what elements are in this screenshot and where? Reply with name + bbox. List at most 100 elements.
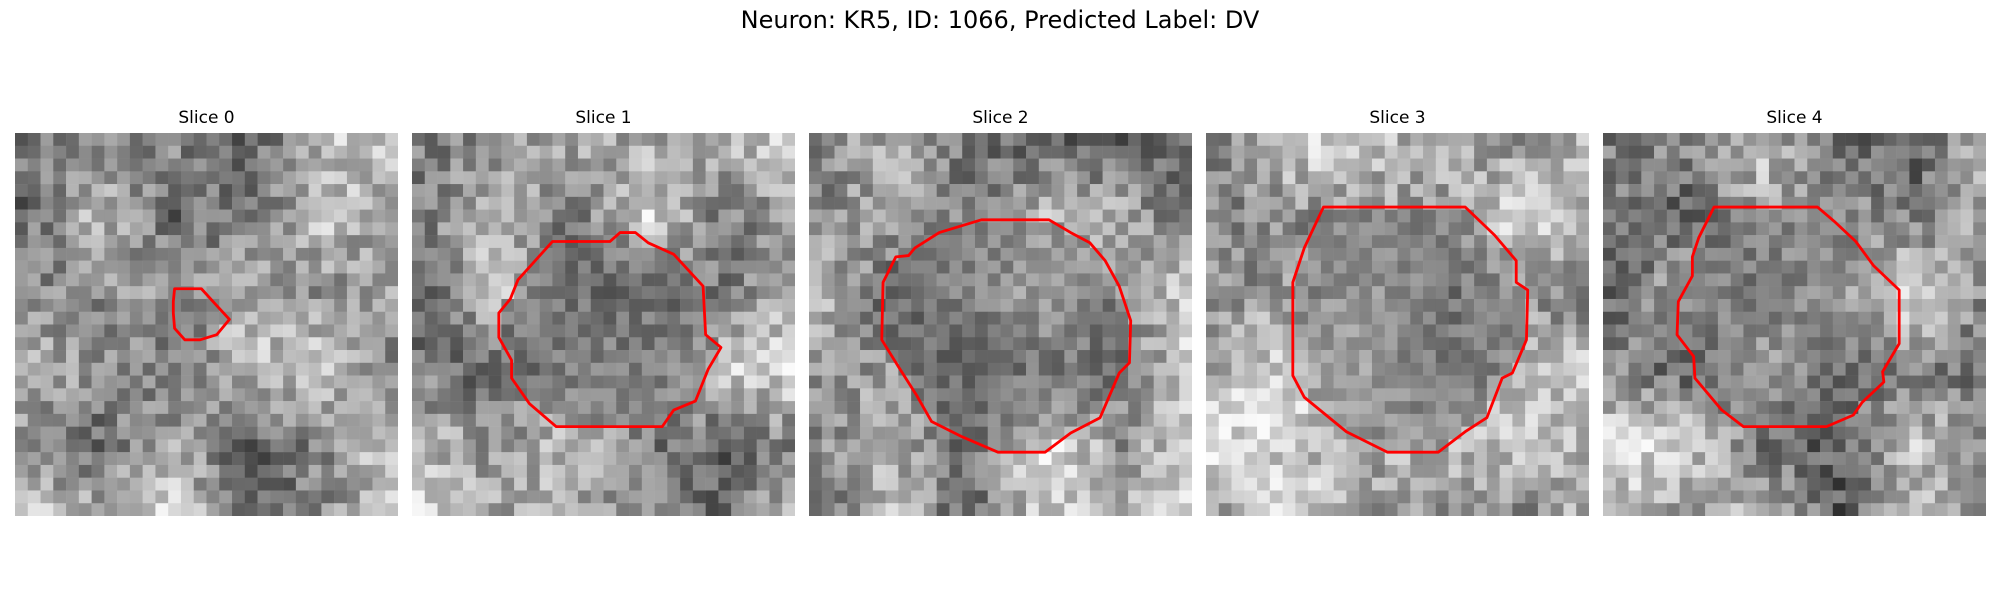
image-pixel: [91, 426, 105, 440]
image-pixel: [1973, 222, 1986, 236]
image-pixel: [53, 439, 67, 453]
image-pixel: [616, 273, 630, 287]
image-pixel: [359, 260, 373, 274]
image-pixel: [756, 171, 770, 185]
image-pixel: [1730, 324, 1744, 338]
image-pixel: [1576, 145, 1589, 159]
image-pixel: [949, 260, 963, 274]
image-pixel: [936, 503, 950, 516]
image-pixel: [821, 209, 835, 223]
image-pixel: [1013, 490, 1027, 504]
image-pixel: [1576, 158, 1589, 172]
image-pixel: [1269, 286, 1283, 300]
image-pixel: [692, 413, 706, 427]
image-pixel: [463, 209, 477, 223]
image-pixel: [552, 452, 566, 466]
image-pixel: [1013, 145, 1027, 159]
image-pixel: [78, 311, 92, 325]
image-pixel: [155, 426, 169, 440]
image-pixel: [219, 273, 233, 287]
image-pixel: [104, 273, 118, 287]
image-pixel: [680, 375, 694, 389]
image-pixel: [705, 388, 719, 402]
image-pixel: [756, 260, 770, 274]
image-pixel: [1140, 388, 1154, 402]
image-pixel: [450, 133, 464, 147]
image-pixel: [1922, 298, 1936, 312]
image-pixel: [923, 324, 937, 338]
image-pixel: [1883, 158, 1897, 172]
image-pixel: [629, 171, 643, 185]
image-pixel: [641, 184, 655, 198]
image-pixel: [1153, 452, 1167, 466]
image-pixel: [1603, 247, 1617, 261]
image-pixel: [539, 337, 553, 351]
image-pixel: [1397, 235, 1411, 249]
image-pixel: [1448, 413, 1462, 427]
image-pixel: [949, 171, 963, 185]
image-pixel: [501, 311, 515, 325]
image-pixel: [949, 184, 963, 198]
image-pixel: [1781, 375, 1795, 389]
image-pixel: [1756, 311, 1770, 325]
image-pixel: [129, 375, 143, 389]
image-pixel: [40, 452, 54, 466]
image-pixel: [1410, 477, 1424, 491]
image-pixel: [1960, 477, 1974, 491]
image-pixel: [437, 413, 451, 427]
image-pixel: [129, 311, 143, 325]
image-pixel: [168, 337, 182, 351]
image-pixel: [334, 362, 348, 376]
image-pixel: [424, 388, 438, 402]
image-pixel: [1730, 350, 1744, 364]
image-pixel: [1089, 401, 1103, 415]
image-pixel: [1896, 375, 1910, 389]
image-pixel: [731, 337, 745, 351]
image-pixel: [629, 209, 643, 223]
image-pixel: [1448, 158, 1462, 172]
image-pixel: [270, 439, 284, 453]
image-pixel: [1346, 401, 1360, 415]
image-pixel: [1115, 439, 1129, 453]
image-pixel: [577, 311, 591, 325]
image-pixel: [1537, 503, 1551, 516]
image-pixel: [1947, 401, 1961, 415]
image-pixel: [475, 133, 489, 147]
image-pixel: [168, 490, 182, 504]
image-pixel: [359, 171, 373, 185]
image-pixel: [1308, 439, 1322, 453]
image-pixel: [488, 145, 502, 159]
image-pixel: [949, 477, 963, 491]
image-pixel: [488, 375, 502, 389]
image-pixel: [1692, 196, 1706, 210]
image-pixel: [283, 171, 297, 185]
image-pixel: [1973, 388, 1986, 402]
image-pixel: [1743, 477, 1757, 491]
image-pixel: [821, 260, 835, 274]
image-pixel: [1295, 171, 1309, 185]
image-pixel: [1705, 260, 1719, 274]
image-pixel: [552, 439, 566, 453]
image-pixel: [1038, 350, 1052, 364]
image-pixel: [372, 337, 386, 351]
image-pixel: [1871, 209, 1885, 223]
image-pixel: [590, 171, 604, 185]
image-pixel: [1077, 184, 1091, 198]
image-pixel: [129, 426, 143, 440]
image-pixel: [1794, 222, 1808, 236]
image-pixel: [590, 298, 604, 312]
image-pixel: [1628, 286, 1642, 300]
image-pixel: [514, 158, 528, 172]
image-pixel: [15, 158, 29, 172]
image-pixel: [1384, 452, 1398, 466]
image-pixel: [898, 375, 912, 389]
image-pixel: [53, 260, 67, 274]
image-pixel: [1512, 247, 1526, 261]
image-pixel: [731, 324, 745, 338]
image-pixel: [526, 273, 540, 287]
image-pixel: [1666, 362, 1680, 376]
image-pixel: [1423, 413, 1437, 427]
image-pixel: [155, 439, 169, 453]
image-pixel: [1807, 490, 1821, 504]
image-pixel: [334, 235, 348, 249]
